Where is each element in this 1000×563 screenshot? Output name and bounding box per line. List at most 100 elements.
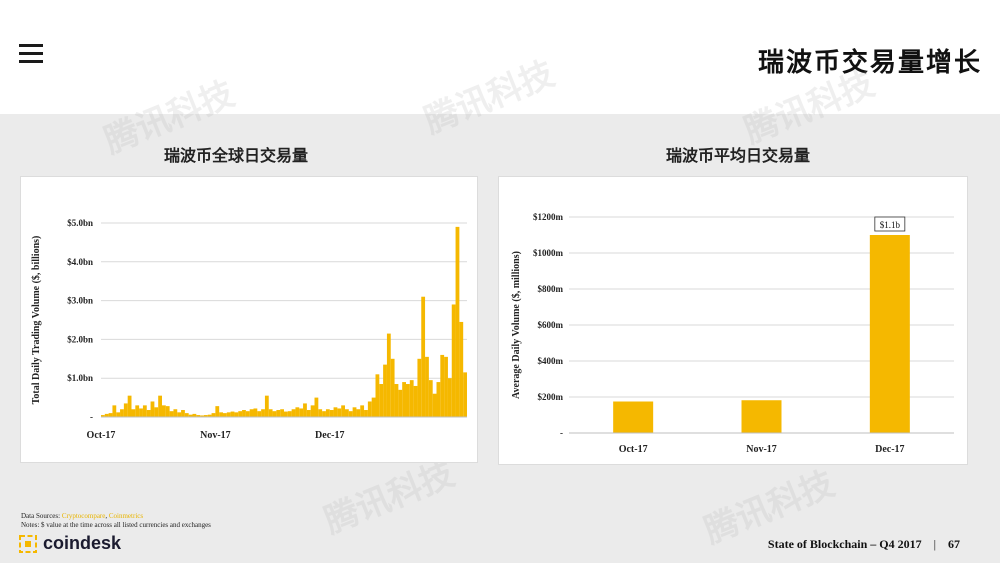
page-title: 瑞波币交易量增长 — [757, 48, 982, 78]
volume-bar — [364, 410, 368, 417]
average-volume-bar — [869, 235, 910, 433]
volume-bar — [123, 403, 128, 417]
footer-report-info: State of Blockchain – Q4 2017 | 67 — [768, 537, 960, 552]
volume-bar — [146, 410, 151, 417]
y-axis-title: Average Daily Volume ($, millions) — [511, 251, 522, 399]
volume-bar — [425, 356, 429, 417]
y-tick-label: $800m — [538, 284, 564, 294]
volume-bar — [367, 401, 372, 417]
logo-wordmark: coindesk — [43, 533, 122, 553]
volume-bar — [276, 410, 281, 417]
volume-bar — [394, 384, 399, 417]
volume-bar — [219, 412, 223, 417]
volume-bar — [459, 321, 464, 417]
volume-bar — [371, 397, 376, 417]
y-tick-label: $1.0bn — [67, 373, 93, 383]
volume-bar — [226, 412, 231, 417]
volume-bar — [455, 226, 460, 417]
volume-bar — [264, 395, 269, 417]
volume-bar — [451, 304, 456, 417]
volume-bar — [116, 412, 121, 417]
x-tick-label: Dec-17 — [315, 430, 344, 441]
volume-bar — [188, 414, 193, 417]
volume-bar — [444, 356, 448, 417]
volume-bar — [360, 405, 365, 417]
average-volume-chart: - $200m $400m $600m $800m $1000m $1200m Oct-17 N… — [511, 212, 954, 455]
coindesk-logo-icon — [19, 535, 37, 553]
volume-bar — [348, 411, 353, 417]
y-tick-label: - — [90, 412, 93, 422]
volume-bar — [112, 405, 117, 417]
volume-bar — [406, 384, 410, 417]
source-separator: , — [105, 512, 109, 520]
volume-bar — [341, 405, 345, 417]
volume-bar — [352, 407, 357, 417]
volume-bar — [284, 411, 288, 417]
y-tick-label: $2.0bn — [67, 334, 93, 344]
volume-bar — [287, 411, 292, 417]
y-axis-title: Total Daily Trading Volume ($, billions) — [31, 236, 42, 405]
volume-bar — [249, 409, 254, 417]
right-chart-title: 瑞波币平均日交易量 — [666, 146, 811, 165]
volume-bar — [177, 412, 182, 417]
x-tick-label: Oct-17 — [87, 430, 116, 441]
hamburger-menu-icon[interactable] — [19, 44, 43, 64]
volume-bar — [108, 413, 113, 417]
average-volume-bar — [613, 401, 654, 433]
volume-bar — [291, 409, 296, 417]
volume-bar — [463, 372, 467, 417]
volume-bar — [409, 380, 414, 417]
volume-bar — [150, 401, 155, 417]
y-tick-label: $200m — [538, 392, 564, 402]
volume-bar — [223, 413, 227, 417]
data-label-box — [874, 216, 906, 232]
volume-bar — [154, 407, 159, 417]
volume-bar — [436, 382, 441, 417]
volume-bar — [314, 397, 319, 417]
volume-bar — [101, 415, 105, 417]
volume-bar — [413, 385, 418, 417]
volume-bar — [169, 411, 174, 417]
volume-bar — [184, 413, 189, 417]
volume-bar — [329, 410, 334, 417]
footer-notes: Data Sources: Cryptocompare, Coinmetrics… — [21, 512, 211, 530]
report-title: State of Blockchain – Q4 2017 — [767, 537, 922, 551]
left-chart-title: 瑞波币全球日交易量 — [164, 146, 309, 165]
volume-bar — [238, 411, 243, 417]
volume-bar — [173, 409, 178, 417]
volume-bar — [398, 389, 403, 417]
volume-bar — [230, 411, 235, 417]
x-tick-label: Nov-17 — [200, 430, 231, 441]
volume-bar — [203, 415, 208, 417]
volume-bar — [402, 382, 406, 417]
volume-bar — [428, 380, 433, 417]
volume-bar — [120, 409, 124, 417]
volume-bar — [242, 410, 246, 417]
y-tick-label: $3.0bn — [67, 296, 93, 306]
volume-bar — [306, 410, 311, 417]
data-label: $1.1b — [880, 220, 901, 230]
volume-bar — [390, 358, 395, 417]
volume-bar — [303, 403, 307, 417]
volume-bar — [200, 415, 204, 417]
volume-bar — [196, 415, 201, 417]
x-tick-label: Dec-17 — [875, 444, 904, 455]
volume-bar — [383, 364, 387, 417]
volume-bar — [310, 405, 315, 417]
x-tick-label: Nov-17 — [746, 444, 777, 455]
volume-bar — [207, 414, 212, 417]
y-tick-label: $1200m — [533, 212, 564, 222]
volume-bar — [245, 411, 250, 417]
y-tick-label: - — [560, 428, 563, 438]
left-chart-panel: - $1.0bn $2.0bn $3.0bn $4.0bn $5.0bn Oct-17 Nov… — [20, 176, 478, 463]
source-link-coinmetrics[interactable]: Coinmetrics — [108, 512, 144, 520]
volume-bar — [447, 378, 452, 417]
notes-text: Notes: $ value at the time across all li… — [21, 521, 211, 529]
header-bar: 瑞波币交易量增长 — [0, 0, 1000, 114]
average-volume-bar — [741, 400, 782, 433]
source-link-cryptocompare[interactable]: Cryptocompare — [61, 512, 106, 520]
volume-bar — [165, 406, 170, 417]
volume-bar — [104, 413, 109, 417]
page-number: 67 — [948, 537, 960, 551]
volume-bar — [135, 405, 140, 417]
